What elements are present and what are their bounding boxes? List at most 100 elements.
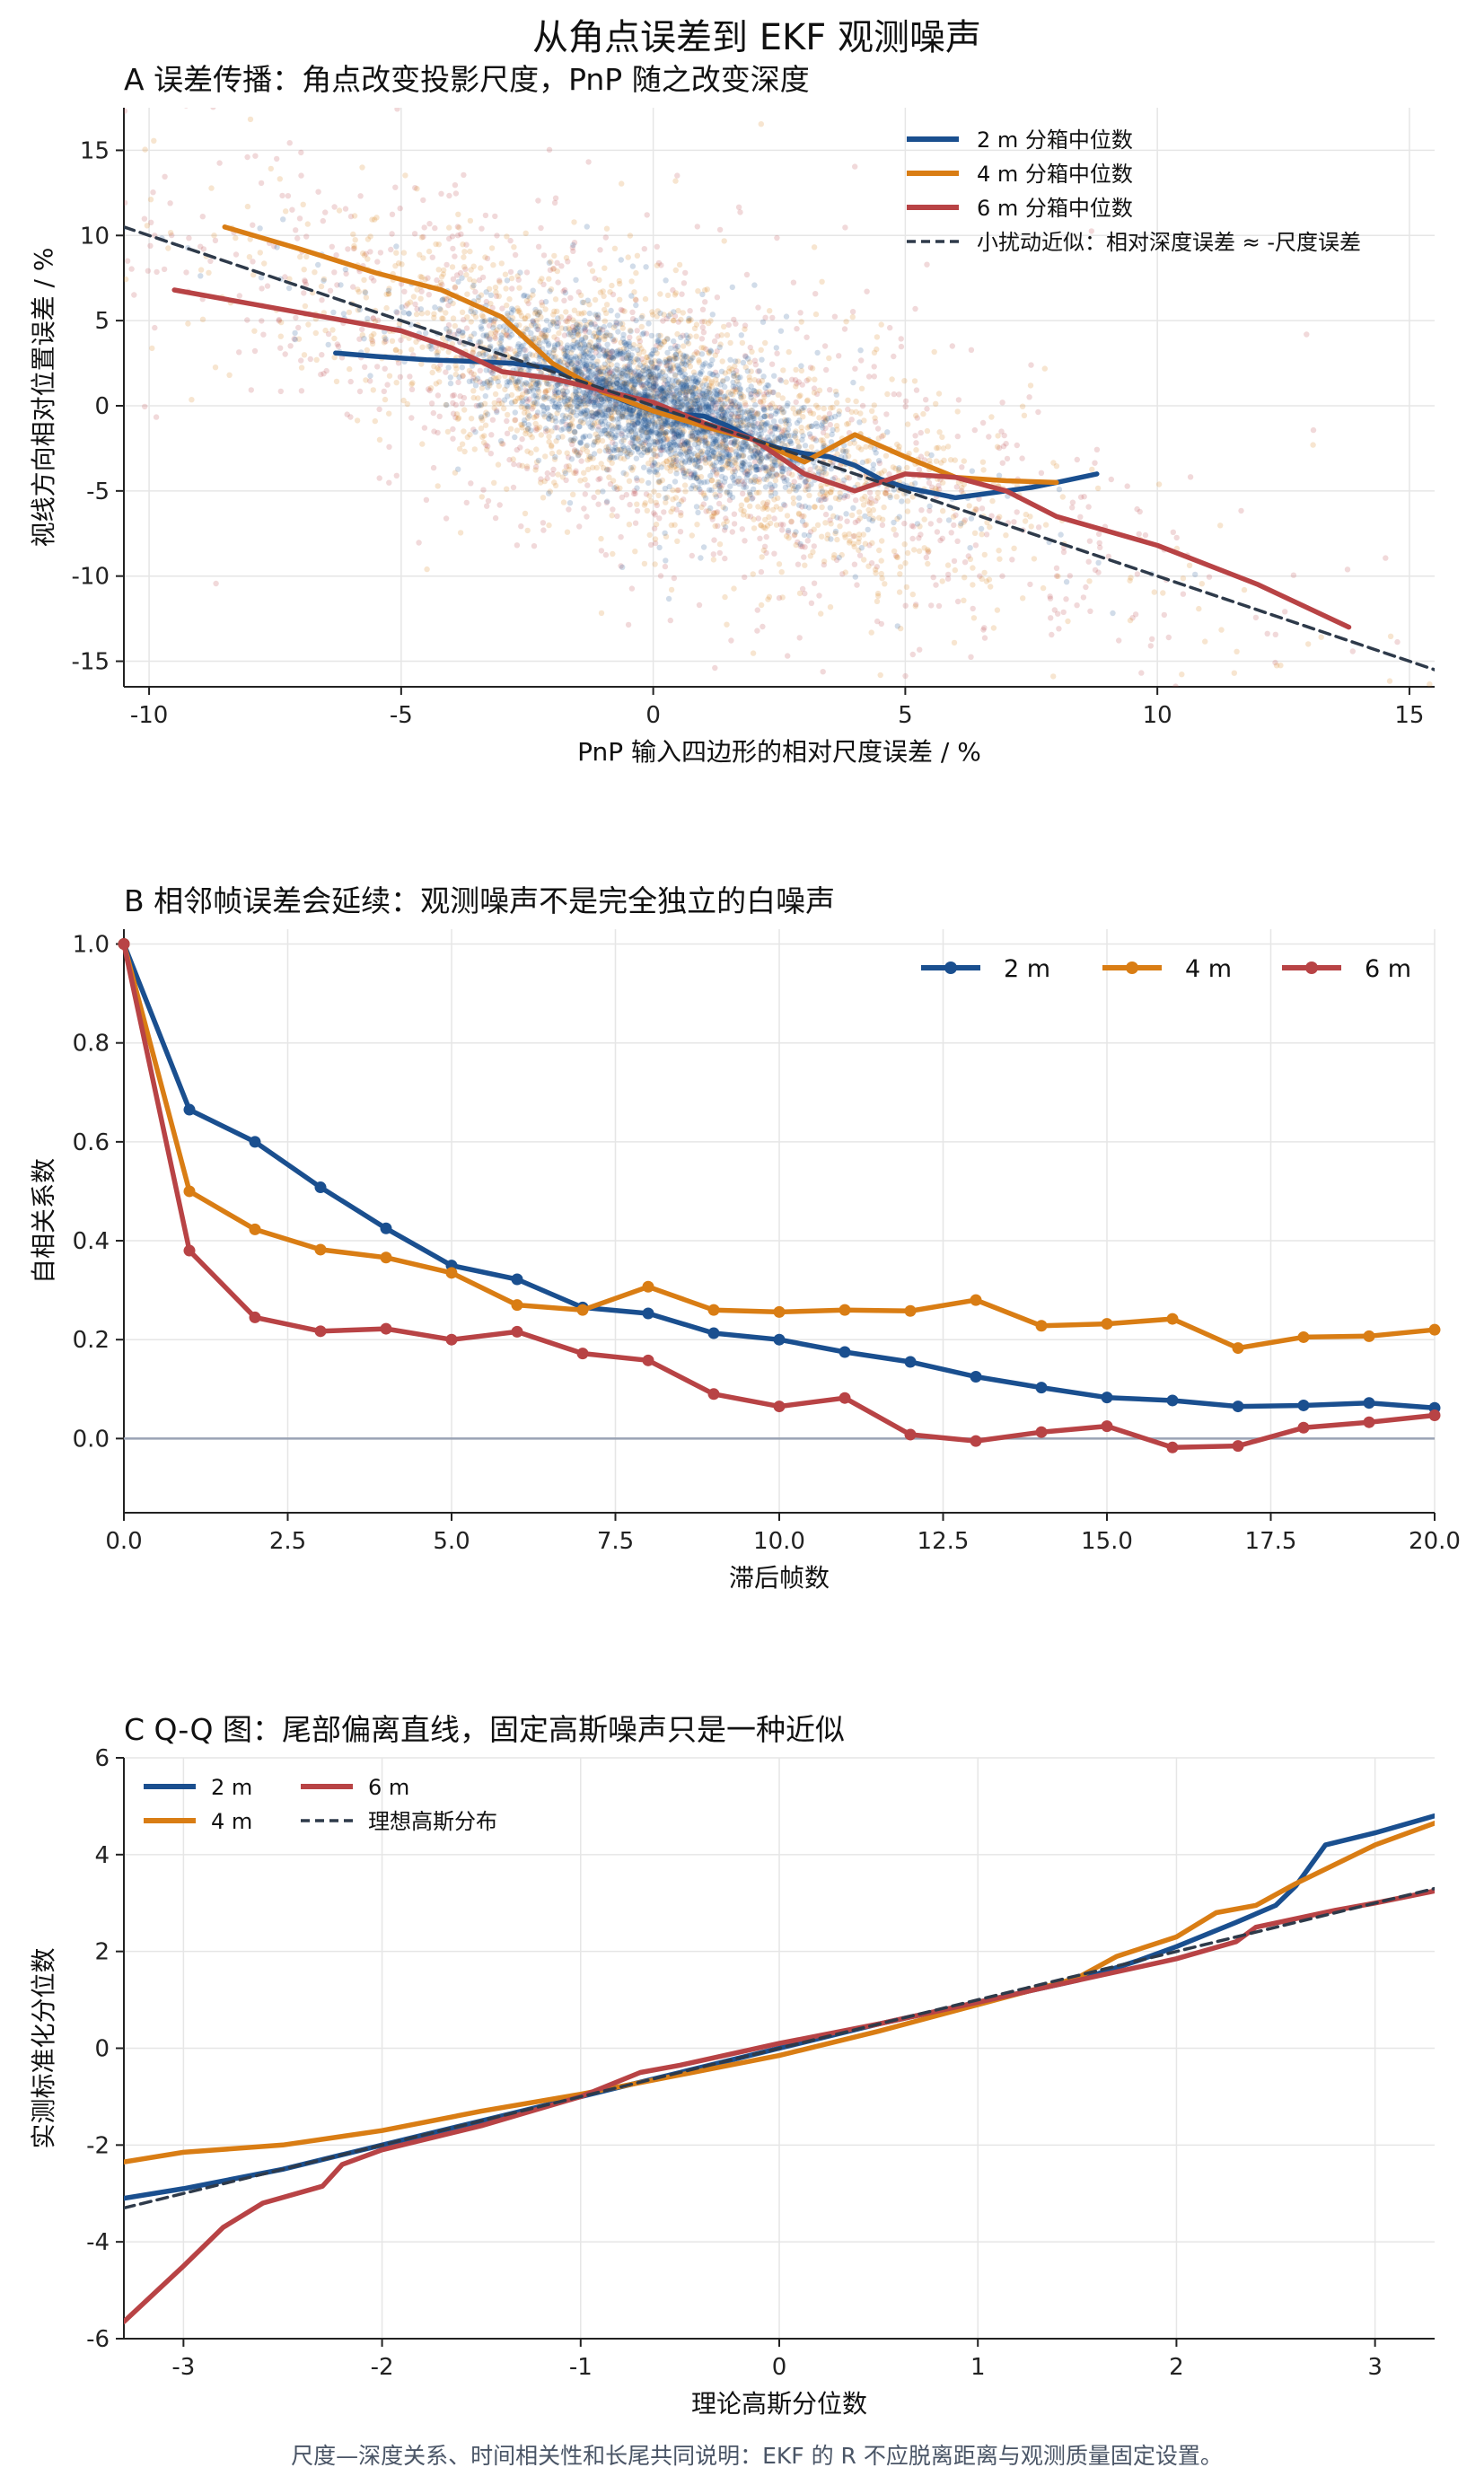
scatter-point <box>722 383 728 391</box>
scatter-point <box>727 414 733 420</box>
scatter-point <box>456 373 462 381</box>
scatter-point <box>561 286 568 294</box>
scatter-point <box>471 330 478 337</box>
scatter-point <box>512 409 518 416</box>
scatter-point <box>878 620 884 628</box>
scatter-point <box>715 333 721 339</box>
scatter-point <box>1011 545 1017 551</box>
scatter-point <box>772 410 779 417</box>
scatter-point <box>478 414 485 420</box>
scatter-point <box>198 243 204 250</box>
scatter-point <box>682 488 689 495</box>
scatter-point <box>936 486 943 493</box>
scatter-point <box>939 578 945 584</box>
scatter-point <box>843 319 849 325</box>
scatter-point <box>644 212 650 218</box>
scatter-point <box>716 451 722 457</box>
scatter-point <box>698 371 704 378</box>
scatter-point <box>976 496 982 502</box>
scatter-point <box>464 291 470 297</box>
scatter-point <box>147 197 154 203</box>
scatter-point <box>619 431 625 437</box>
scatter-point <box>727 483 733 489</box>
scatter-point <box>793 383 799 390</box>
scatter-point <box>490 262 496 268</box>
scatter-point <box>584 514 590 520</box>
scatter-point <box>546 434 552 440</box>
scatter-point <box>452 470 459 476</box>
scatter-point <box>712 405 719 411</box>
scatter-point <box>713 400 720 407</box>
scatter-point <box>359 326 365 333</box>
scatter-point <box>672 434 678 441</box>
scatter-point <box>1055 610 1061 617</box>
scatter-point <box>651 488 657 495</box>
scatter-point <box>794 326 800 332</box>
scatter-point <box>485 497 492 505</box>
scatter-point <box>806 431 813 437</box>
scatter-point <box>679 291 685 297</box>
scatter-point <box>1097 544 1103 550</box>
scatter-point <box>315 261 321 268</box>
scatter-point <box>457 269 464 277</box>
scatter-point <box>816 415 822 421</box>
scatter-point <box>1338 695 1343 700</box>
scatter-point <box>1003 441 1009 447</box>
scatter-point <box>868 629 874 636</box>
scatter-point <box>569 441 575 448</box>
scatter-point <box>671 575 678 582</box>
scatter-point <box>634 507 641 514</box>
scatter-point <box>916 646 923 653</box>
scatter-point <box>165 245 171 251</box>
scatter-point <box>108 207 113 213</box>
scatter-point <box>746 470 753 476</box>
scatter-point <box>590 390 597 397</box>
scatter-point <box>807 434 814 440</box>
y-tick-label: 0 <box>94 393 110 420</box>
scatter-point <box>619 494 626 501</box>
scatter-point <box>795 408 802 415</box>
scatter-point <box>778 569 785 575</box>
scatter-point <box>364 347 370 354</box>
scatter-point <box>278 319 285 326</box>
scatter-point <box>282 351 288 357</box>
scatter-point <box>570 327 577 334</box>
scatter-point <box>856 444 862 451</box>
scatter-point <box>575 360 581 366</box>
y-tick-label: -5 <box>86 479 110 505</box>
scatter-point <box>559 474 566 480</box>
scatter-point <box>797 310 803 316</box>
scatter-point <box>467 431 473 438</box>
scatter-point <box>562 384 569 391</box>
scatter-point <box>198 273 204 279</box>
scatter-point <box>845 397 851 403</box>
scatter-point <box>451 331 458 338</box>
scatter-point <box>648 358 654 365</box>
scatter-point <box>822 425 829 432</box>
scatter-point <box>673 506 680 513</box>
scatter-point <box>331 269 338 276</box>
scatter-point <box>1003 532 1009 539</box>
scatter-point <box>663 277 669 284</box>
scatter-point <box>619 564 626 570</box>
scatter-point <box>1138 670 1145 676</box>
scatter-point <box>508 374 515 381</box>
scatter-point <box>1055 720 1060 725</box>
scatter-point <box>607 369 613 375</box>
scatter-point <box>747 429 753 435</box>
scatter-point <box>734 479 741 485</box>
scatter-point <box>312 329 319 337</box>
scatter-point <box>333 252 339 259</box>
scatter-point <box>699 324 706 330</box>
scatter-point <box>819 504 825 511</box>
scatter-point <box>555 320 562 327</box>
scatter-point <box>1058 531 1064 538</box>
scatter-point <box>1088 228 1095 234</box>
scatter-point <box>803 483 810 489</box>
scatter-point <box>903 584 910 591</box>
scatter-point <box>889 376 895 382</box>
scatter-point <box>909 535 916 542</box>
scatter-point <box>1273 663 1280 669</box>
scatter-point <box>729 411 735 418</box>
